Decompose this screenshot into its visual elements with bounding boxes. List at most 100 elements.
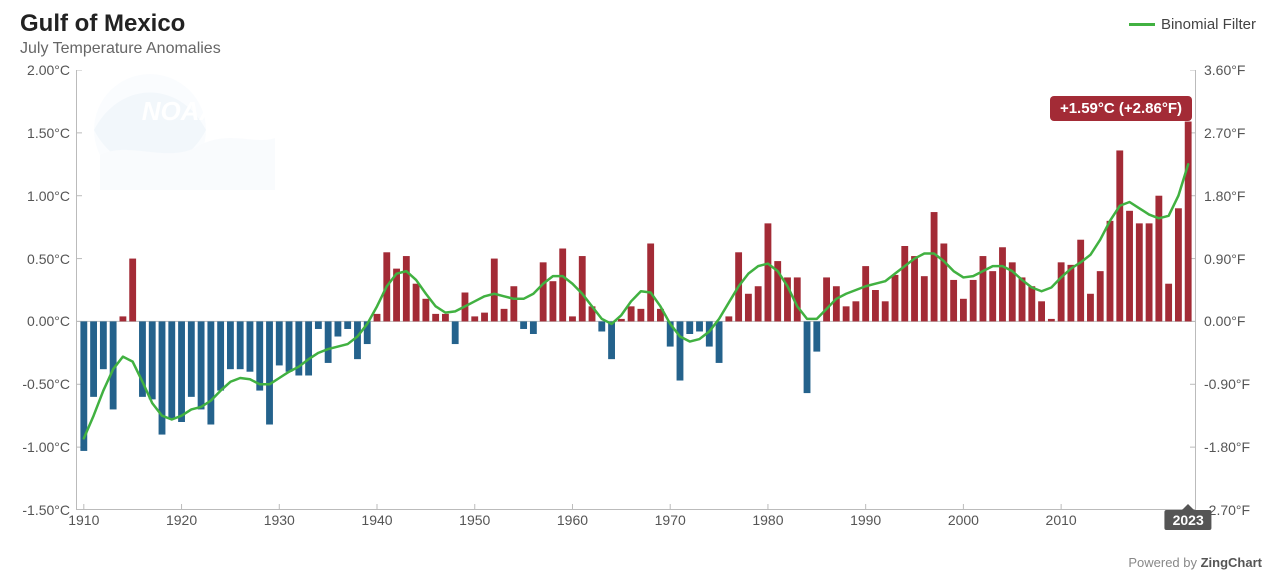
y-left-label: 0.00°C bbox=[4, 313, 70, 329]
bar bbox=[677, 321, 684, 380]
bar bbox=[1058, 262, 1065, 321]
x-label: 1970 bbox=[655, 512, 686, 528]
bar bbox=[471, 316, 478, 321]
bar bbox=[168, 321, 175, 419]
legend-swatch bbox=[1129, 23, 1155, 26]
bar bbox=[843, 306, 850, 321]
bar bbox=[970, 280, 977, 321]
bar bbox=[598, 321, 605, 331]
y-right-label: 0.90°F bbox=[1204, 251, 1270, 267]
bar bbox=[119, 316, 126, 321]
bar bbox=[823, 277, 830, 321]
bar bbox=[862, 266, 869, 321]
bar bbox=[804, 321, 811, 393]
bar bbox=[892, 275, 899, 322]
y-left-label: 1.00°C bbox=[4, 188, 70, 204]
bar bbox=[90, 321, 97, 396]
bar bbox=[931, 212, 938, 321]
bar bbox=[188, 321, 195, 396]
bar bbox=[227, 321, 234, 369]
bar bbox=[882, 301, 889, 321]
bar bbox=[335, 321, 342, 336]
bar bbox=[950, 280, 957, 321]
x-label: 1910 bbox=[68, 512, 99, 528]
bar bbox=[452, 321, 459, 344]
bar bbox=[325, 321, 332, 362]
bar bbox=[315, 321, 322, 329]
bar bbox=[530, 321, 537, 334]
x-label: 1920 bbox=[166, 512, 197, 528]
x-label: 2000 bbox=[948, 512, 979, 528]
bar bbox=[872, 290, 879, 321]
titlebar: Gulf of Mexico July Temperature Anomalie… bbox=[20, 10, 221, 58]
bar bbox=[618, 319, 625, 322]
bar bbox=[608, 321, 615, 359]
bar bbox=[305, 321, 312, 375]
bar bbox=[1048, 319, 1055, 322]
bar bbox=[1185, 122, 1192, 322]
bar bbox=[1028, 286, 1035, 321]
bar bbox=[403, 256, 410, 321]
plot-area bbox=[76, 70, 1196, 510]
powered-by: Powered by ZingChart bbox=[1128, 555, 1262, 570]
bar bbox=[1165, 284, 1172, 322]
bar bbox=[755, 286, 762, 321]
bar bbox=[540, 262, 547, 321]
bar bbox=[921, 276, 928, 321]
x-label: 1940 bbox=[361, 512, 392, 528]
bar bbox=[413, 284, 420, 322]
bar bbox=[550, 281, 557, 321]
chart-frame: Gulf of Mexico July Temperature Anomalie… bbox=[0, 0, 1280, 578]
x-label: 1960 bbox=[557, 512, 588, 528]
bar bbox=[628, 306, 635, 321]
legend-label: Binomial Filter bbox=[1161, 16, 1256, 33]
bar bbox=[100, 321, 107, 369]
bar bbox=[481, 313, 488, 322]
bar bbox=[813, 321, 820, 351]
bar bbox=[960, 299, 967, 322]
chart-title: Gulf of Mexico bbox=[20, 10, 221, 38]
bar bbox=[1126, 211, 1133, 322]
bar bbox=[579, 256, 586, 321]
bar bbox=[637, 309, 644, 322]
y-left-label: 0.50°C bbox=[4, 251, 70, 267]
bar bbox=[940, 243, 947, 321]
legend: Binomial Filter bbox=[1129, 16, 1256, 33]
bar bbox=[647, 243, 654, 321]
bar bbox=[716, 321, 723, 362]
bar bbox=[510, 286, 517, 321]
bar bbox=[266, 321, 273, 424]
bar bbox=[852, 301, 859, 321]
bar bbox=[237, 321, 244, 369]
bar bbox=[569, 316, 576, 321]
chart-svg bbox=[76, 70, 1196, 510]
bar bbox=[725, 316, 732, 321]
bar bbox=[198, 321, 205, 409]
bar bbox=[207, 321, 214, 424]
bar bbox=[374, 314, 381, 322]
bar bbox=[1067, 265, 1074, 322]
bar bbox=[911, 256, 918, 321]
bar bbox=[520, 321, 527, 329]
powered-brand: ZingChart bbox=[1201, 555, 1262, 570]
y-left-label: -1.50°C bbox=[4, 502, 70, 518]
bar bbox=[149, 321, 156, 399]
bar bbox=[686, 321, 693, 334]
x-label: 1930 bbox=[264, 512, 295, 528]
bar bbox=[1136, 223, 1143, 321]
bar bbox=[696, 321, 703, 331]
bar bbox=[129, 259, 136, 322]
bar bbox=[1107, 221, 1114, 322]
powered-prefix: Powered by bbox=[1128, 555, 1200, 570]
bar bbox=[247, 321, 254, 371]
y-right-label: 1.80°F bbox=[1204, 188, 1270, 204]
bar bbox=[442, 314, 449, 322]
bar bbox=[491, 259, 498, 322]
x-label: 1950 bbox=[459, 512, 490, 528]
bar bbox=[286, 321, 293, 371]
bar bbox=[217, 321, 224, 390]
bar bbox=[276, 321, 283, 365]
bar bbox=[354, 321, 361, 359]
bar bbox=[1175, 208, 1182, 321]
bar bbox=[501, 309, 508, 322]
